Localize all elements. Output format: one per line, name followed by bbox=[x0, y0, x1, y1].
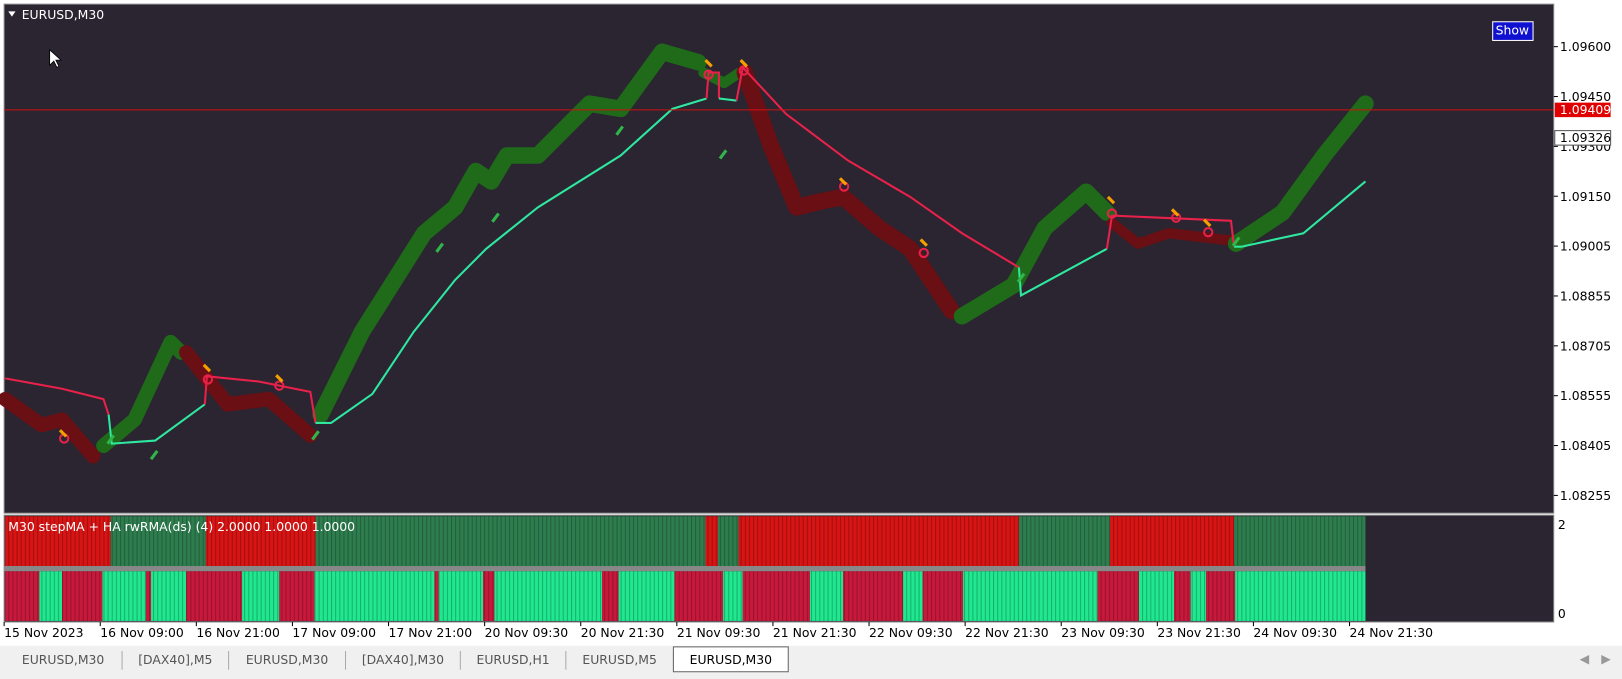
candles bbox=[0, 43, 1374, 464]
tab-label[interactable]: EURUSD,H1 bbox=[477, 652, 550, 667]
collapse-icon bbox=[8, 11, 16, 17]
time-label: 22 Nov 09:30 bbox=[869, 625, 953, 640]
time-label: 16 Nov 21:00 bbox=[196, 625, 280, 640]
candle-run-bear bbox=[736, 64, 960, 320]
ma-down bbox=[203, 375, 317, 424]
tab-label[interactable]: [DAX40],M30 bbox=[362, 652, 444, 667]
price-label: 1.09150 bbox=[1560, 189, 1611, 204]
tab-label[interactable]: EURUSD,M5 bbox=[582, 652, 657, 667]
tab-label[interactable]: [DAX40],M5 bbox=[138, 652, 212, 667]
candle-run-bear bbox=[0, 391, 101, 464]
bid-tag-label: 1.09409 bbox=[1560, 102, 1611, 117]
candle-run-bear bbox=[1106, 217, 1237, 249]
time-label: 17 Nov 21:00 bbox=[389, 625, 473, 640]
sell-signal bbox=[738, 65, 749, 76]
symbol-title: EURUSD,M30 bbox=[22, 7, 105, 22]
candle-run-bull bbox=[312, 43, 707, 423]
sell-signal bbox=[1106, 208, 1118, 219]
ma-up bbox=[107, 403, 206, 445]
ma-down bbox=[4, 377, 110, 415]
sell-signal bbox=[202, 374, 214, 385]
mouse-cursor bbox=[49, 48, 63, 68]
line-tag bbox=[1554, 130, 1612, 146]
show-button[interactable] bbox=[1492, 21, 1534, 41]
indicator-label: M30 stepMA + HA rwRMA(ds) (4) 2.0000 1.0… bbox=[8, 519, 355, 534]
price-label: 1.08855 bbox=[1560, 288, 1611, 303]
sell-signal bbox=[703, 69, 714, 80]
sell-arrows bbox=[58, 59, 1212, 438]
price-label: 1.08405 bbox=[1560, 438, 1611, 453]
sell-signal bbox=[918, 247, 929, 259]
tab-label[interactable]: EURUSD,M30 bbox=[690, 652, 773, 667]
line-tag-label: 1.09326 bbox=[1560, 130, 1611, 145]
tab-scroll-right[interactable]: ▶ bbox=[1601, 651, 1611, 666]
ma-up bbox=[1017, 247, 1108, 298]
time-label: 17 Nov 09:00 bbox=[292, 625, 376, 640]
time-label: 23 Nov 09:30 bbox=[1061, 625, 1145, 640]
tabs: EURUSD,M30 [DAX40],M5 EURUSD,M30 [DAX40],M3… bbox=[22, 646, 789, 673]
indicator-scale-bottom: 0 bbox=[1558, 606, 1566, 621]
price-label: 1.09450 bbox=[1560, 89, 1611, 104]
candle-run-bull bbox=[953, 183, 1116, 325]
price-label: 1.08555 bbox=[1560, 388, 1611, 403]
time-label: 20 Nov 09:30 bbox=[485, 625, 569, 640]
price-chart bbox=[3, 3, 1555, 514]
price-label: 1.09005 bbox=[1560, 239, 1611, 254]
ma-up bbox=[718, 97, 737, 102]
indicator-divider bbox=[4, 566, 1366, 572]
tab-scroll-left[interactable]: ◀ bbox=[1580, 651, 1590, 666]
sell-signal bbox=[274, 380, 285, 391]
bid-tag bbox=[1554, 102, 1611, 118]
time-label: 21 Nov 09:30 bbox=[677, 625, 761, 640]
time-label: 15 Nov 2023 bbox=[4, 625, 83, 640]
price-axis: 1.096001.094501.093001.091501.090051.088… bbox=[1553, 39, 1611, 503]
time-label: 21 Nov 21:30 bbox=[773, 625, 857, 640]
price-label: 1.08705 bbox=[1560, 338, 1611, 353]
time-axis: 15 Nov 2023 16 Nov 09:00 16 Nov 21:00 17 No… bbox=[3, 621, 1434, 640]
candle-run-bull bbox=[698, 67, 745, 89]
tab-bar bbox=[0, 645, 1622, 679]
candle-run-bull bbox=[1227, 95, 1374, 252]
indicator-bars bbox=[5, 516, 1366, 621]
time-label: 20 Nov 21:30 bbox=[581, 625, 665, 640]
ma-up bbox=[1234, 180, 1367, 248]
tab-label[interactable]: EURUSD,M30 bbox=[22, 652, 105, 667]
candle-run-bull bbox=[96, 334, 189, 454]
time-label: 24 Nov 21:30 bbox=[1350, 625, 1434, 640]
price-label: 1.08255 bbox=[1560, 488, 1611, 503]
time-label: 23 Nov 21:30 bbox=[1157, 625, 1241, 640]
ma-down bbox=[705, 71, 720, 99]
time-label: 24 Nov 09:30 bbox=[1253, 625, 1337, 640]
signals bbox=[58, 59, 1241, 461]
sell-signal bbox=[1203, 227, 1214, 238]
show-button-label[interactable]: Show bbox=[1496, 23, 1529, 38]
price-label: 1.09600 bbox=[1560, 39, 1611, 54]
time-label: 22 Nov 21:30 bbox=[965, 625, 1049, 640]
tab-label[interactable]: EURUSD,M30 bbox=[246, 652, 329, 667]
ma-up bbox=[315, 97, 707, 424]
active-tab[interactable] bbox=[672, 646, 789, 673]
time-label: 16 Nov 09:00 bbox=[100, 625, 184, 640]
indicator-scale-top: 2 bbox=[1558, 517, 1566, 532]
buy-arrows bbox=[106, 125, 1241, 461]
